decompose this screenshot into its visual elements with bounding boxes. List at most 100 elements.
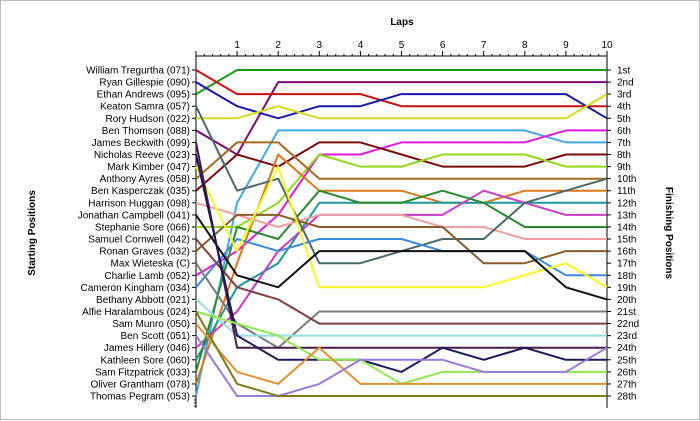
starting-position-label: Ben Scott (051) xyxy=(121,331,190,342)
x-tick-label: 9 xyxy=(563,40,569,51)
starting-position-label: Cameron Kingham (034) xyxy=(81,283,191,294)
starting-position-label: Stephanie Sore (066) xyxy=(95,222,190,233)
series-line xyxy=(195,322,607,385)
x-tick-label: 8 xyxy=(522,40,528,51)
starting-position-label: Alfie Haralambous (024) xyxy=(82,307,190,318)
finishing-position-label: 7th xyxy=(617,138,631,149)
axes xyxy=(192,51,611,408)
finishing-position-label: 8th xyxy=(617,150,631,161)
x-tick-label: 1 xyxy=(234,40,240,51)
starting-position-label: Ben Thomson (088) xyxy=(102,126,190,137)
starting-position-labels: William Tregurtha (071)Ryan Gillespie (0… xyxy=(78,66,190,403)
finishing-position-label: 6th xyxy=(617,126,631,137)
x-tick-label: 10 xyxy=(601,40,613,51)
series-line xyxy=(195,165,608,289)
finishing-position-label: 16th xyxy=(617,247,636,258)
starting-position-label: Max Wieteska (C) xyxy=(111,259,190,270)
finishing-position-label: 5th xyxy=(617,114,631,125)
x-tick-label: 5 xyxy=(399,40,405,51)
starting-position-label: James Hillery (046) xyxy=(104,343,190,354)
x-tick-label: 3 xyxy=(317,40,323,51)
x-tick-label: 7 xyxy=(481,40,487,51)
series-line xyxy=(196,153,607,228)
y-axis-left-title: Starting Positions xyxy=(27,190,38,276)
starting-position-label: Anthony Ayres (058) xyxy=(100,174,190,185)
finishing-position-label: 12th xyxy=(617,198,636,209)
starting-position-label: Keaton Samra (057) xyxy=(100,102,190,113)
starting-position-label: Harrison Huggan (098) xyxy=(88,198,190,209)
series-line xyxy=(195,201,607,240)
series-line xyxy=(195,69,607,95)
finishing-position-label: 28th xyxy=(617,392,636,403)
y-axis-right-title: Finishing Positions xyxy=(663,187,674,280)
series-line xyxy=(195,129,607,397)
starting-position-label: Charlie Lamb (052) xyxy=(104,271,190,282)
starting-position-label: Thomas Pegram (053) xyxy=(90,392,190,403)
x-tick-label: 6 xyxy=(440,40,446,51)
finishing-position-label: 3rd xyxy=(617,90,631,101)
starting-position-label: Ronan Graves (032) xyxy=(99,247,190,258)
series-line xyxy=(196,93,608,120)
finishing-position-label: 4th xyxy=(617,102,631,113)
x-tick-label: 2 xyxy=(275,40,281,51)
x-tick-labels: 1 2 3 4 5 6 7 8 9 10 xyxy=(234,40,613,51)
series-line xyxy=(195,141,607,180)
series-line xyxy=(195,335,608,397)
series-line xyxy=(195,311,607,397)
finishing-position-label: 27th xyxy=(617,379,636,390)
series-line xyxy=(195,214,608,301)
finishing-position-label: 22nd xyxy=(617,319,639,330)
starting-position-label: Ryan Gillespie (090) xyxy=(99,78,190,89)
finishing-position-labels: 1st2nd3rd4th5th6th7th8th9th10th11th12th1… xyxy=(617,66,639,403)
starting-position-label: Mark Kimber (047) xyxy=(107,162,190,173)
finishing-position-label: 25th xyxy=(617,355,636,366)
series-line xyxy=(195,238,607,325)
series-line xyxy=(195,154,607,373)
series-layer xyxy=(195,69,608,397)
finishing-position-label: 24th xyxy=(617,343,636,354)
series-line xyxy=(195,81,607,156)
starting-position-label: Sam Fitzpatrick (033) xyxy=(95,367,190,378)
series-line xyxy=(195,298,607,337)
starting-position-label: Nicholas Reeve (023) xyxy=(94,150,190,161)
series-line xyxy=(195,141,607,192)
series-line xyxy=(195,129,607,277)
finishing-position-label: 11th xyxy=(617,186,636,197)
starting-position-label: James Beckwith (099) xyxy=(92,138,190,149)
finishing-position-label: 26th xyxy=(617,367,636,378)
starting-position-label: Ethan Andrews (095) xyxy=(97,90,190,101)
finishing-position-label: 19th xyxy=(617,283,636,294)
starting-position-label: William Tregurtha (071) xyxy=(86,66,190,77)
series-line xyxy=(195,142,607,349)
series-line xyxy=(195,69,607,108)
finishing-position-label: 21st xyxy=(617,307,636,318)
finishing-position-label: 15th xyxy=(617,235,636,246)
finishing-position-label: 18th xyxy=(617,271,636,282)
finishing-position-label: 2nd xyxy=(617,78,634,89)
starting-position-label: Sam Munro (050) xyxy=(112,319,190,330)
starting-position-label: Kathleen Sore (060) xyxy=(100,355,190,366)
starting-position-label: Ben Kasperczak (035) xyxy=(91,186,190,197)
series-line xyxy=(195,238,607,288)
starting-position-label: Samuel Cornwell (042) xyxy=(88,235,190,246)
series-line xyxy=(195,262,607,349)
finishing-position-label: 20th xyxy=(617,295,636,306)
series-line xyxy=(195,189,607,373)
series-line xyxy=(195,153,607,385)
finishing-position-label: 1st xyxy=(617,66,631,77)
starting-position-label: Bethany Abbott (021) xyxy=(96,295,190,306)
x-axis-title: Laps xyxy=(390,17,414,28)
series-line xyxy=(195,81,608,120)
finishing-position-label: 10th xyxy=(617,174,636,185)
finishing-position-label: 23rd xyxy=(617,331,637,342)
starting-position-label: Rory Hudson (022) xyxy=(106,114,190,125)
starting-position-label: Jonathan Campbell (041) xyxy=(78,210,190,221)
finishing-position-label: 13th xyxy=(617,210,636,221)
starting-position-label: Oliver Grantham (078) xyxy=(91,379,190,390)
x-tick-label: 4 xyxy=(358,40,364,51)
finishing-position-label: 14th xyxy=(617,222,636,233)
finishing-position-label: 9th xyxy=(617,162,631,173)
finishing-position-label: 17th xyxy=(617,259,636,270)
